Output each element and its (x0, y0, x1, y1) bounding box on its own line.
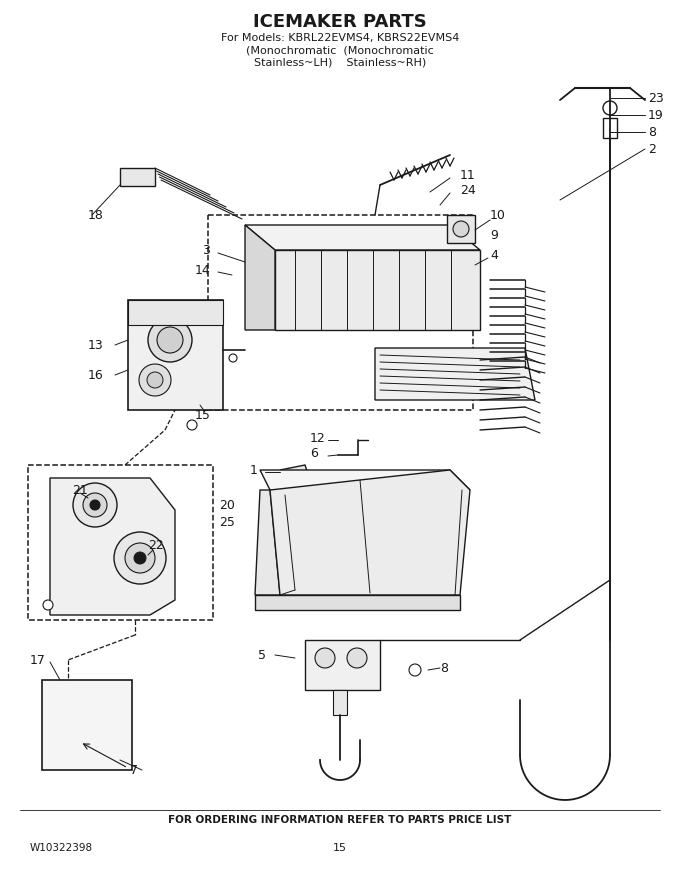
Text: 15: 15 (333, 843, 347, 853)
Circle shape (315, 648, 335, 668)
Bar (120, 168, 155, 186)
Text: 1: 1 (250, 464, 258, 476)
Text: 10: 10 (490, 209, 506, 222)
Circle shape (134, 552, 146, 564)
Circle shape (125, 543, 155, 573)
Text: 8: 8 (440, 662, 448, 674)
Circle shape (83, 493, 107, 517)
Text: FOR ORDERING INFORMATION REFER TO PARTS PRICE LIST: FOR ORDERING INFORMATION REFER TO PARTS … (169, 815, 511, 825)
Polygon shape (260, 470, 470, 490)
Circle shape (347, 648, 367, 668)
Text: 5: 5 (258, 649, 266, 662)
Text: 18: 18 (88, 209, 104, 222)
Circle shape (409, 664, 421, 676)
Polygon shape (275, 250, 480, 330)
Text: 21: 21 (72, 483, 88, 496)
Text: Stainless~LH)    Stainless~RH): Stainless~LH) Stainless~RH) (254, 57, 426, 67)
Circle shape (148, 318, 192, 362)
Polygon shape (270, 470, 470, 595)
Text: 9: 9 (490, 229, 498, 241)
Text: 22: 22 (148, 539, 164, 552)
Circle shape (114, 532, 166, 584)
Circle shape (229, 354, 237, 362)
Text: 4: 4 (490, 248, 498, 261)
Polygon shape (50, 478, 175, 615)
Text: 14: 14 (194, 263, 210, 276)
Polygon shape (245, 225, 275, 330)
Text: 13: 13 (88, 339, 104, 351)
Polygon shape (280, 465, 310, 485)
Circle shape (73, 483, 117, 527)
Circle shape (139, 364, 171, 396)
Bar (42, 680, 132, 770)
Bar (128, 300, 223, 325)
Text: 20: 20 (219, 498, 235, 511)
Text: For Models: KBRL22EVMS4, KBRS22EVMS4: For Models: KBRL22EVMS4, KBRS22EVMS4 (221, 33, 459, 43)
Bar (603, 118, 617, 138)
Text: 25: 25 (219, 516, 235, 529)
Polygon shape (255, 595, 460, 610)
Circle shape (157, 327, 183, 353)
Text: 12: 12 (310, 431, 326, 444)
Text: 11: 11 (460, 168, 476, 181)
Text: 6: 6 (310, 446, 318, 459)
Circle shape (147, 372, 163, 388)
Text: ICEMAKER PARTS: ICEMAKER PARTS (253, 13, 427, 31)
Circle shape (603, 101, 617, 115)
Polygon shape (375, 348, 535, 400)
Text: 8: 8 (648, 126, 656, 138)
Text: 17: 17 (30, 654, 46, 666)
Polygon shape (245, 225, 480, 250)
Text: (Monochromatic  (Monochromatic: (Monochromatic (Monochromatic (246, 45, 434, 55)
Circle shape (43, 600, 53, 610)
Bar (28, 465, 213, 620)
Bar (447, 215, 475, 243)
Bar (208, 215, 473, 410)
Text: 24: 24 (460, 184, 476, 196)
Text: W10322398: W10322398 (30, 843, 93, 853)
Text: 3: 3 (202, 244, 210, 256)
Text: 7: 7 (130, 764, 138, 776)
Polygon shape (255, 490, 280, 595)
Text: 23: 23 (648, 92, 664, 105)
Bar (128, 300, 223, 410)
Text: 19: 19 (648, 108, 664, 121)
Circle shape (90, 500, 100, 510)
Bar (333, 690, 347, 715)
Circle shape (187, 420, 197, 430)
Text: 2: 2 (648, 143, 656, 156)
Circle shape (453, 221, 469, 237)
Bar (305, 640, 380, 690)
Text: 16: 16 (88, 369, 104, 382)
Text: 15: 15 (195, 408, 211, 422)
